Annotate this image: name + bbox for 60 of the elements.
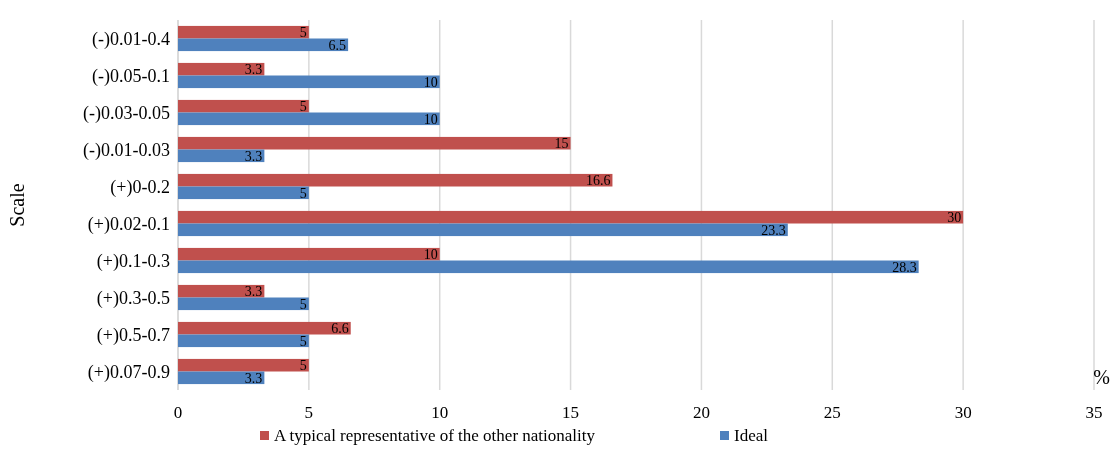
bar (178, 297, 309, 311)
x-tick-label: 35 (1085, 403, 1103, 422)
data-label: 3.3 (244, 370, 263, 386)
x-tick-label: 5 (304, 403, 314, 422)
data-label: 10 (423, 74, 438, 90)
bar (178, 247, 440, 261)
bar (178, 334, 309, 348)
x-tick-label: 0 (173, 403, 183, 422)
data-label: 3.3 (244, 148, 263, 164)
x-axis-title: % (1093, 366, 1110, 388)
y-tick-label: (+)0-0.2 (110, 176, 170, 198)
x-tick-label: 30 (954, 403, 972, 422)
y-tick-label: (-)0.03-0.05 (83, 102, 170, 124)
bar (178, 260, 919, 274)
x-tick-label: 20 (692, 403, 710, 422)
data-label: 5 (299, 99, 307, 115)
bar (178, 112, 440, 126)
y-tick-label: (+)0.1-0.3 (96, 250, 170, 272)
bar (178, 284, 265, 298)
x-tick-label: 25 (823, 403, 841, 422)
data-label: 5 (299, 296, 307, 312)
x-tick-label: 15 (562, 403, 580, 422)
bar (178, 358, 309, 372)
bar (178, 75, 440, 89)
y-tick-label: (-)0.01-0.03 (83, 139, 170, 161)
data-label: 10 (423, 111, 438, 127)
bar (178, 210, 964, 224)
legend-label: A typical representative of the other nationality (274, 426, 596, 445)
bar (178, 99, 309, 113)
y-tick-label: (-)0.05-0.1 (92, 65, 170, 87)
data-label: 16.6 (585, 173, 611, 189)
y-tick-label: (+)0.02-0.1 (87, 213, 170, 235)
bar (178, 186, 309, 200)
y-tick-label: (+)0.5-0.7 (96, 324, 170, 346)
bar (178, 136, 571, 150)
data-label: 3.3 (244, 62, 263, 78)
data-label: 5 (299, 333, 307, 349)
data-label: 5 (299, 185, 307, 201)
data-label: 10 (423, 247, 438, 263)
bar (178, 38, 349, 52)
bar (178, 173, 613, 187)
data-label: 3.3 (244, 284, 263, 300)
x-tick-label: 10 (431, 403, 449, 422)
bar (178, 321, 351, 335)
y-axis-title: Scale (6, 183, 28, 227)
data-label: 30 (947, 210, 962, 226)
data-label: 15 (554, 136, 569, 152)
legend-label: Ideal (734, 426, 769, 445)
data-label: 5 (299, 25, 307, 41)
data-label: 5 (299, 358, 307, 374)
y-tick-label: (+)0.3-0.5 (96, 287, 170, 309)
data-label: 23.3 (761, 222, 786, 238)
bar (178, 25, 309, 39)
data-label: 6.5 (328, 37, 347, 53)
y-tick-label: (-)0.01-0.4 (92, 28, 170, 50)
data-label: 6.6 (331, 321, 349, 337)
bar (178, 62, 265, 76)
y-tick-label: (+)0.07-0.9 (87, 361, 170, 383)
bar (178, 223, 788, 237)
data-label: 28.3 (892, 259, 917, 275)
